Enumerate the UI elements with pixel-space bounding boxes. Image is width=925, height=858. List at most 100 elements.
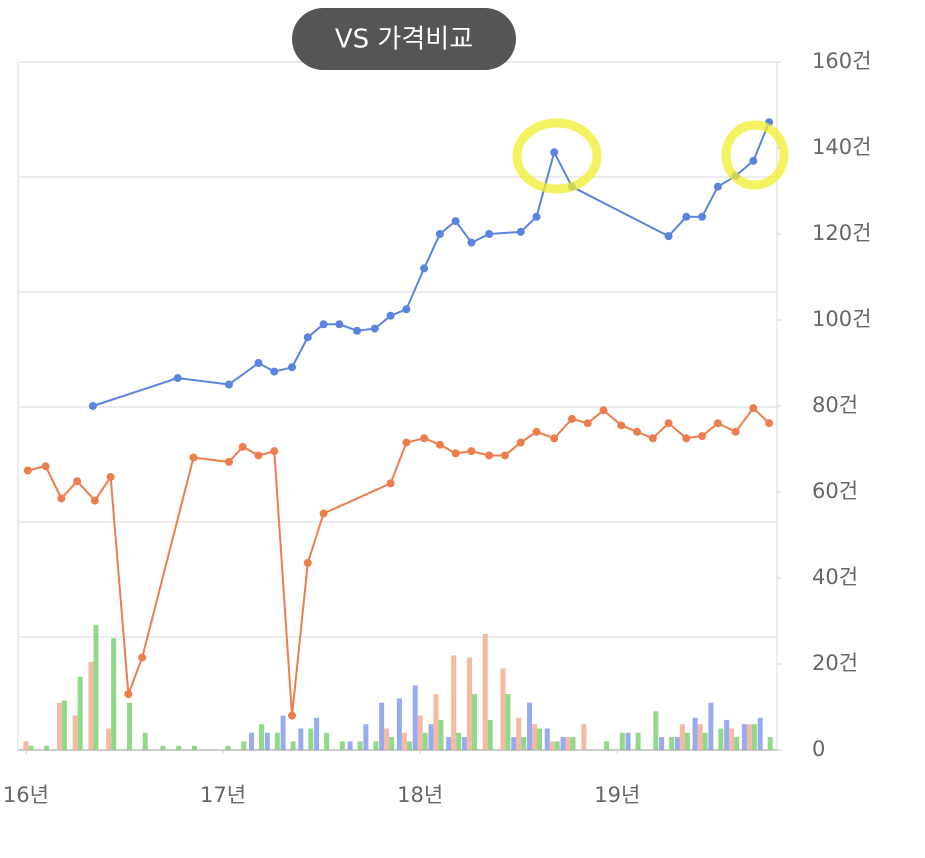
point <box>451 217 460 226</box>
chart-title[interactable]: VS 가격비교 <box>335 25 473 55</box>
point <box>682 434 691 443</box>
point <box>550 148 559 157</box>
point <box>353 326 362 335</box>
point <box>138 653 147 662</box>
point <box>698 432 707 441</box>
bar <box>389 737 395 750</box>
bar <box>357 741 363 750</box>
point <box>41 462 50 471</box>
bar <box>679 724 685 750</box>
bar <box>527 702 533 750</box>
bar <box>741 724 747 750</box>
bar <box>471 694 477 750</box>
bar <box>767 737 773 750</box>
bar <box>532 724 538 750</box>
y-tick-label: 120건 <box>812 221 871 245</box>
point <box>386 311 395 320</box>
bar <box>56 702 62 750</box>
point <box>106 472 115 481</box>
bar <box>734 737 740 750</box>
line <box>92 121 771 407</box>
bar <box>697 724 703 750</box>
point <box>467 238 476 247</box>
point <box>664 232 673 241</box>
point <box>189 453 198 462</box>
point <box>335 320 344 329</box>
bar <box>684 732 690 750</box>
bar <box>500 668 506 750</box>
y-tick-label: 0 <box>812 737 825 761</box>
bar <box>581 724 587 750</box>
y-tick-label: 80건 <box>812 393 858 417</box>
point <box>402 438 411 447</box>
bar <box>537 728 543 750</box>
bar <box>417 715 423 750</box>
bar <box>412 685 418 750</box>
bar <box>516 717 522 750</box>
point <box>224 457 233 466</box>
bar <box>28 745 34 750</box>
bar <box>192 745 198 750</box>
point <box>532 427 541 436</box>
grid <box>17 61 778 750</box>
bar <box>308 728 314 750</box>
point <box>617 421 626 430</box>
point <box>270 367 279 376</box>
point <box>23 466 32 475</box>
bar <box>544 728 550 750</box>
point <box>485 230 494 238</box>
bar <box>401 732 407 750</box>
point <box>288 711 297 720</box>
bar <box>290 741 296 750</box>
bar <box>729 728 735 750</box>
bar <box>379 702 385 750</box>
bar <box>702 732 708 750</box>
point <box>303 558 312 567</box>
bar <box>23 741 29 750</box>
y-tick-label: 160건 <box>812 49 871 73</box>
bar <box>396 698 402 750</box>
point <box>270 447 279 456</box>
bar <box>653 711 659 750</box>
point <box>254 451 263 460</box>
point <box>224 380 233 389</box>
bar <box>692 717 698 750</box>
bar <box>635 732 641 750</box>
bar <box>511 737 517 750</box>
point <box>467 447 476 456</box>
line <box>27 406 770 716</box>
title-pill[interactable] <box>292 8 516 70</box>
point <box>516 227 525 236</box>
point <box>648 434 657 443</box>
bar <box>428 724 434 750</box>
bar <box>274 732 280 750</box>
bar <box>570 737 576 750</box>
point <box>420 264 429 273</box>
bar <box>88 661 94 750</box>
bar <box>604 741 610 750</box>
point <box>370 324 379 333</box>
point <box>664 419 673 428</box>
bar <box>61 700 67 750</box>
bar <box>746 724 752 750</box>
bar <box>422 732 428 750</box>
bar <box>674 737 680 750</box>
point <box>485 451 494 460</box>
point <box>765 419 774 428</box>
bar <box>142 732 148 750</box>
point <box>451 449 460 458</box>
point <box>319 320 328 329</box>
point <box>402 305 411 314</box>
y-tick-label: 40건 <box>812 565 858 589</box>
point <box>254 359 263 367</box>
bar <box>708 702 714 750</box>
highlight <box>512 118 602 194</box>
point <box>749 404 758 413</box>
bar <box>347 741 353 750</box>
bar <box>461 737 467 750</box>
point <box>532 212 541 221</box>
bar <box>482 633 488 750</box>
bar <box>565 737 571 750</box>
bar <box>373 741 379 750</box>
